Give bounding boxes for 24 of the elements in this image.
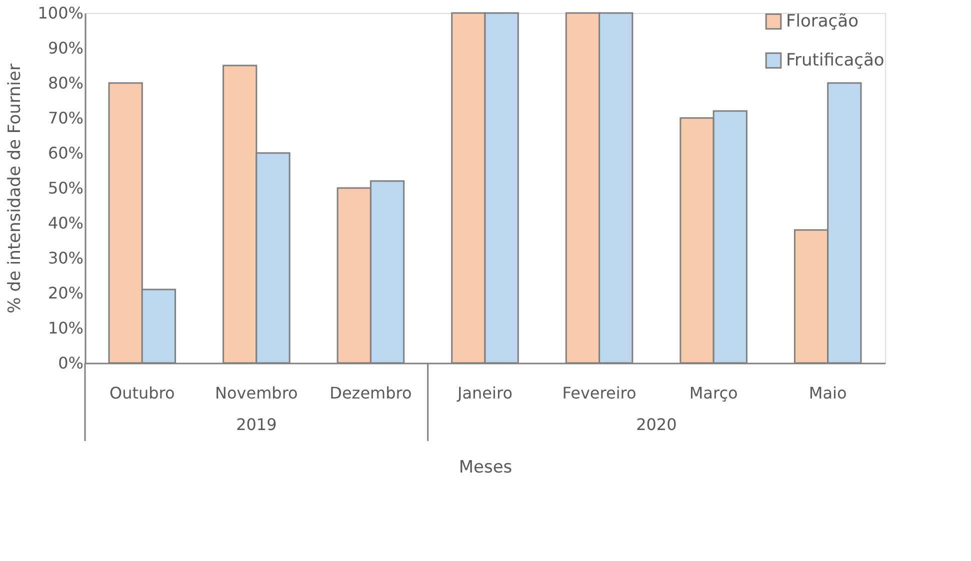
- x-tick-label: Janeiro: [456, 384, 512, 402]
- y-tick-label: 80%: [48, 74, 84, 92]
- y-tick-label: 70%: [48, 108, 84, 128]
- y-tick-label: 30%: [48, 248, 84, 268]
- y-tick-label: 60%: [48, 144, 84, 162]
- x-tick-label: Fevereiro: [562, 384, 636, 402]
- x-tick-label: Outubro: [109, 384, 175, 402]
- y-tick-label: 50%: [48, 178, 84, 198]
- legend-label: Floração: [786, 12, 858, 32]
- text: 2020: [636, 415, 677, 434]
- x-axis-title: Meses: [458, 458, 512, 478]
- text: 2019: [236, 415, 277, 434]
- y-tick-label: 20%: [48, 284, 84, 302]
- legend-label: Frutificação: [786, 50, 884, 70]
- x-tick-label: Maio: [808, 384, 847, 402]
- x-tick-label: Março: [689, 384, 738, 402]
- y-axis-title: % de intensidade de Fournier: [4, 64, 25, 314]
- y-tick-label: 100%: [38, 4, 84, 22]
- x-tick-label: Dezembro: [330, 384, 412, 402]
- y-tick-label: 0%: [58, 354, 84, 372]
- y-tick-label: 40%: [48, 214, 84, 232]
- x-tick-label: Novembro: [215, 384, 298, 402]
- y-tick-label: 90%: [48, 38, 84, 58]
- y-tick-label: 10%: [48, 318, 84, 338]
